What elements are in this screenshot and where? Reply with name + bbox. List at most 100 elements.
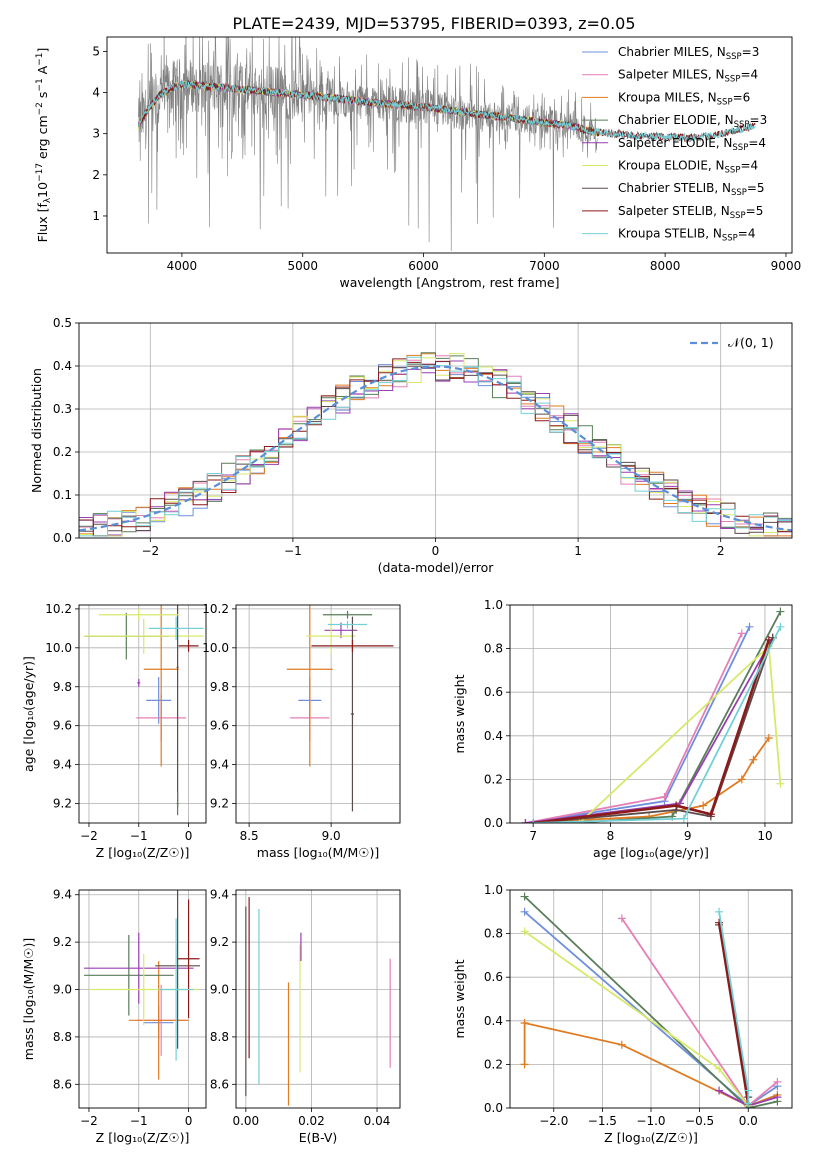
legend-entry-salpeter-stelib: Salpeter STELIB, NSSP=5 — [618, 204, 763, 221]
spectrum-plot-area — [137, 37, 756, 252]
weight-vs-Z-ytick-label: 0.4 — [484, 1014, 503, 1028]
spectrum-xtick-label: 6000 — [408, 259, 439, 273]
weight-vs-Z-marker-kroupa-elodie — [715, 1064, 724, 1073]
weight-vs-age-ytick-label: 0.0 — [484, 816, 503, 830]
weight-vs-Z-ytick-label: 1.0 — [484, 883, 503, 897]
mass-vs-Z-ytick-label: 9.4 — [53, 888, 72, 902]
weight-vs-age-xtick-label: 8 — [607, 829, 615, 843]
age-vs-mass-ytick-label: 10.0 — [202, 641, 229, 655]
weight-vs-age-marker-kroupa-stelib — [776, 622, 785, 631]
weight-vs-age-marker-kroupa-elodie — [776, 779, 785, 788]
residuals-frame — [78, 322, 793, 539]
weight-vs-age-marker-salpeter-stelib — [706, 810, 715, 819]
legend-entry-salpeter-miles: Salpeter MILES, NSSP=4 — [618, 68, 758, 85]
mass-vs-ebv-ytick-label: 9.4 — [210, 888, 229, 902]
weight-vs-age-ytick-label: 0.4 — [484, 729, 503, 743]
weight-vs-age-marker-kroupa-miles — [699, 801, 708, 810]
age-vs-Z-ytick-label: 9.6 — [53, 719, 72, 733]
weight-vs-Z-marker-kroupa-elodie — [520, 927, 529, 936]
age-vs-Z-plot-area — [83, 605, 204, 816]
weight-vs-Z-line-chabrier-elodie — [523, 895, 778, 1108]
weight-vs-Z-ytick-label: 0.2 — [484, 1057, 503, 1071]
weight-vs-Z-ytick-label: 0.6 — [484, 970, 503, 984]
panel-spectrum: 4000 5000 6000 7000 8000 9000 1 2 3 4 5 wavelength … — [35, 36, 802, 290]
spectrum-xtick-label: 9000 — [771, 259, 802, 273]
weight-vs-Z-xtick-label: −0.5 — [685, 1114, 714, 1128]
mass-vs-ebv-xtick-label: 0.04 — [364, 1114, 391, 1128]
weight-vs-age-marker-salpeter-miles — [737, 629, 746, 638]
mass-vs-Z-ytick-label: 9.0 — [53, 983, 72, 997]
spectrum-xlabel: wavelength [Angstrom, rest frame] — [339, 275, 559, 290]
weight-vs-age-line-salpeter-stelib — [533, 639, 771, 823]
residuals-xlabel: (data-model)/error — [378, 560, 495, 575]
weight-vs-age-marker-chabrier-miles — [745, 622, 754, 631]
panel-age-vs-Z: −2 −1 0 9.2 9.4 9.6 9.8 10.0 10.2 Z [log₁₀(Z/Z☉)]… — [21, 602, 207, 860]
mass-vs-ebv-xlabel: E(B-V) — [299, 1130, 338, 1145]
panel-mass-vs-Z: −2 −1 0 8.6 8.8 9.0 9.2 9.4 Z [log₁₀(Z/Z☉)] mass … — [21, 888, 207, 1145]
weight-vs-age-marker-kroupa-miles — [749, 755, 758, 764]
spectrum-xtick-label: 5000 — [287, 259, 318, 273]
weight-vs-Z-line-salpeter-stelib — [717, 922, 750, 1104]
age-vs-mass-ytick-label: 9.8 — [210, 680, 229, 694]
weight-vs-Z-xtick-label: −1.5 — [588, 1114, 617, 1128]
mass-vs-ebv-ytick-label: 9.2 — [210, 935, 229, 949]
weight-vs-age-xtick-label: 9 — [684, 829, 692, 843]
mass-vs-Z-xlabel: Z [log₁₀(Z/Z☉)] — [96, 1130, 190, 1145]
residuals-ytick-label: 0.3 — [53, 402, 72, 416]
weight-vs-age-ytick-label: 0.6 — [484, 685, 503, 699]
figure-title: PLATE=2439, MJD=53795, FIBERID=0393, z=0… — [232, 14, 635, 33]
weight-vs-age-marker-kroupa-stelib — [529, 819, 538, 823]
weight-vs-age-marker-salpeter-miles — [660, 792, 669, 801]
age-vs-mass-ytick-label: 9.6 — [210, 719, 229, 733]
hist-chabrier-elodie — [79, 352, 792, 533]
age-vs-Z-frame — [78, 604, 207, 824]
mass-vs-ebv-ytick-label: 9.0 — [210, 983, 229, 997]
weight-vs-Z-plot-area — [520, 892, 782, 1108]
hist-salpeter-elodie — [79, 360, 792, 536]
mass-vs-Z-xtick-label: −2 — [80, 1114, 98, 1128]
mass-vs-Z-frame — [78, 889, 207, 1109]
age-vs-mass-ytick-label: 10.2 — [202, 602, 229, 616]
spectrum-frame — [106, 36, 793, 254]
weight-vs-Z-ytick-label: 0.8 — [484, 927, 503, 941]
age-vs-mass-plot-area — [286, 605, 394, 812]
age-vs-mass-xlabel: mass [log₁₀(M/M☉)] — [257, 845, 379, 860]
weight-vs-Z-xtick-label: −2.0 — [539, 1114, 568, 1128]
legend-entry-kroupa-miles: Kroupa MILES, NSSP=6 — [618, 90, 750, 107]
spectrum-ytick-label: 1 — [92, 209, 100, 223]
weight-vs-age-ytick-label: 1.0 — [484, 598, 503, 612]
weight-vs-age-marker-salpeter-elodie — [521, 819, 530, 823]
weight-vs-age-frame — [509, 604, 793, 824]
legend-entry-chabrier-miles: Chabrier MILES, NSSP=3 — [618, 45, 759, 62]
panel-age-vs-mass: 8.5 9.0 9.2 9.4 9.6 9.8 10.0 10.2 mass [log₁₀(M/… — [202, 602, 401, 860]
spectrum-ytick-label: 4 — [92, 86, 100, 100]
weight-vs-Z-marker-chabrier-miles — [520, 907, 529, 916]
weight-vs-Z-marker-chabrier-elodie — [520, 892, 529, 901]
weight-vs-Z-marker-salpeter-elodie — [715, 1086, 724, 1095]
residuals-ytick-label: 0.2 — [53, 445, 72, 459]
weight-vs-age-plot-area — [521, 607, 785, 823]
age-vs-mass-frame — [235, 604, 401, 824]
weight-vs-Z-xtick-label: −1.0 — [636, 1114, 665, 1128]
weight-vs-Z-marker-salpeter-miles — [617, 914, 626, 923]
weight-vs-age-marker-kroupa-stelib — [679, 814, 688, 823]
age-vs-Z-xlabel: Z [log₁₀(Z/Z☉)] — [96, 845, 190, 860]
spectrum-xtick-label: 4000 — [167, 259, 198, 273]
weight-vs-Z-ytick-label: 0.0 — [484, 1101, 503, 1115]
age-vs-mass-xtick-label: 8.5 — [240, 829, 259, 843]
weight-vs-age-marker-kroupa-miles — [764, 733, 773, 742]
panel-mass-vs-ebv: 0.00 0.02 0.04 8.6 8.8 9.0 9.2 9.4 E(B-V) — [210, 888, 401, 1145]
hist-chabrier-stelib — [79, 364, 792, 534]
weight-vs-age-ylabel: mass weight — [452, 674, 467, 753]
age-vs-mass-ytick-label: 9.4 — [210, 758, 229, 772]
weight-vs-Z-marker-salpeter-miles — [773, 1077, 782, 1086]
residuals-ylabel: Normed distribution — [29, 368, 44, 493]
weight-vs-age-ytick-label: 0.2 — [484, 772, 503, 786]
spectrum-model-kroupa-stelib — [137, 80, 756, 143]
weight-vs-Z-marker-kroupa-stelib — [744, 1086, 753, 1095]
legend-entry-chabrier-stelib: Chabrier STELIB, NSSP=5 — [618, 181, 765, 198]
age-vs-Z-ylabel: age [log₁₀(age/yr)] — [21, 656, 36, 772]
mass-vs-Z-ytick-label: 9.2 — [53, 935, 72, 949]
mass-vs-Z-ylabel: mass [log₁₀(M/M☉)] — [21, 938, 36, 1060]
normal-curve — [79, 365, 792, 532]
